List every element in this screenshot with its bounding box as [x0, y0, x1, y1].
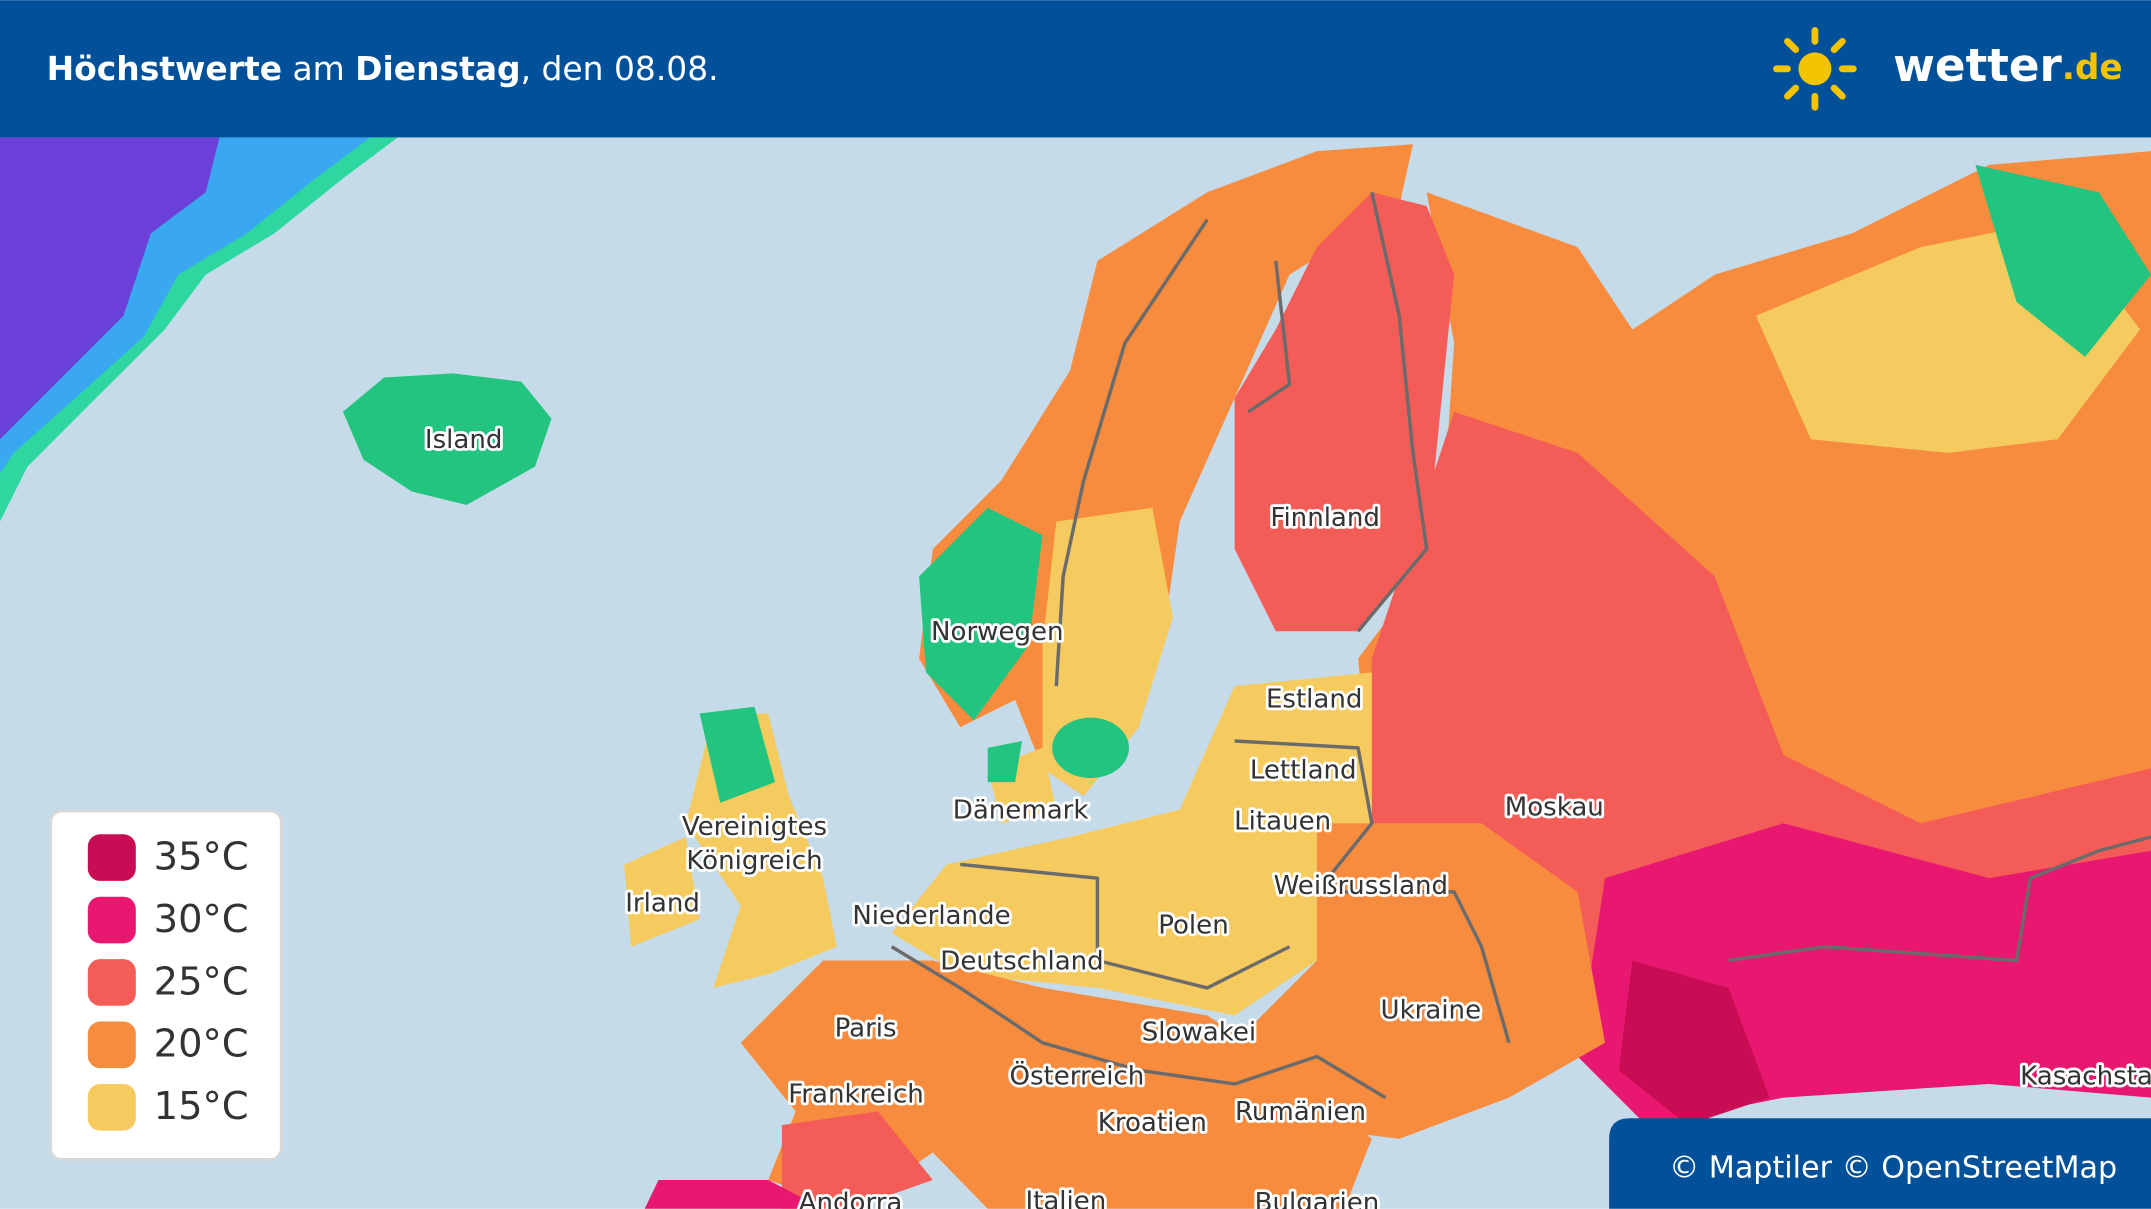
place-label: Kroatien: [1098, 1108, 1207, 1138]
copyright: © Maptiler © OpenStreetMap: [1609, 1118, 2151, 1209]
place-label: Norwegen: [931, 617, 1064, 647]
place-label: Bulgarien: [1255, 1188, 1380, 1209]
legend-label: 25°C: [154, 959, 249, 1004]
place-label: Ukraine: [1381, 996, 1482, 1026]
place-label: Andorra: [799, 1188, 903, 1209]
place-label: Weißrussland: [1274, 871, 1449, 901]
land: [0, 137, 2151, 1209]
legend: 35°C 30°C 25°C 20°C 15°C: [49, 809, 283, 1161]
legend-label: 15°C: [154, 1084, 249, 1129]
legend-swatch: [87, 959, 136, 1006]
place-label: Finnland: [1270, 503, 1380, 533]
logo-sun: [1773, 26, 1857, 111]
logo-tld: .de: [2062, 47, 2123, 87]
legend-swatch: [87, 1083, 136, 1131]
header-bar: [0, 0, 2151, 138]
iceland: [342, 373, 552, 506]
legend-swatch: [87, 1021, 136, 1069]
place-label: Polen: [1158, 911, 1228, 941]
borders: [890, 191, 2151, 1100]
place-label: Deutschland: [940, 946, 1103, 976]
place-label: Slowakei: [1142, 1018, 1256, 1048]
place-labels: Island Finnland Norwegen Estland Lettlan…: [422, 422, 2151, 1209]
copyright-text: © Maptiler © OpenStreetMap: [1669, 1151, 2117, 1186]
legend-label: 35°C: [154, 834, 249, 879]
place-label: Vereinigtes: [682, 812, 827, 842]
copyright-box: [1609, 1118, 2151, 1209]
place-label: Island: [425, 425, 503, 455]
header-title: Höchstwerte am Dienstag, den 08.08.: [47, 49, 719, 88]
place-label: Niederlande: [852, 901, 1010, 931]
legend-label: 30°C: [154, 897, 249, 942]
place-label: Rumänien: [1235, 1097, 1366, 1127]
place-label: Österreich: [1009, 1060, 1144, 1092]
title-part: am: [282, 49, 355, 88]
place-label: Kasachsta: [2020, 1062, 2151, 1092]
place-label: Litauen: [1234, 806, 1331, 836]
place-label: Irland: [625, 889, 700, 919]
place-label: Italien: [1025, 1186, 1106, 1209]
place-label: Moskau: [1505, 793, 1604, 823]
legend-swatch: [87, 896, 136, 944]
place-label: Lettland: [1250, 756, 1357, 786]
title-part: Dienstag: [355, 49, 520, 88]
place-label: Königreich: [686, 846, 822, 876]
legend-swatch: [87, 834, 136, 881]
title-part: Höchstwerte: [47, 49, 282, 88]
place-label: Estland: [1266, 684, 1362, 714]
place-label: Dänemark: [953, 795, 1089, 825]
header: Höchstwerte am Dienstag, den 08.08. wett…: [0, 0, 2151, 138]
title-part: , den 08.08.: [521, 49, 719, 88]
place-label: Frankreich: [788, 1079, 924, 1109]
place-label: Paris: [835, 1014, 897, 1044]
legend-label: 20°C: [154, 1022, 249, 1067]
logo-text: wetter.de: [1893, 39, 2123, 92]
logo-name: wetter: [1893, 39, 2062, 92]
